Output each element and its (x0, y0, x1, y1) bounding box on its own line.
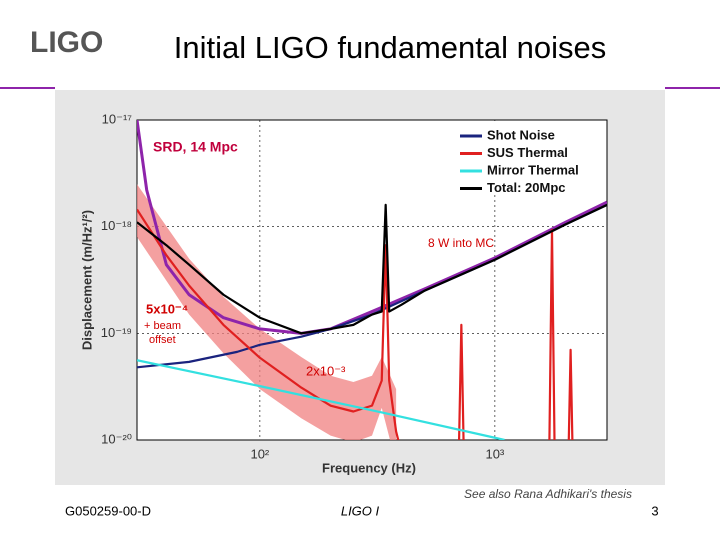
legend-label: Mirror Thermal (487, 162, 579, 177)
y-tick-label: 10⁻¹⁸ (101, 218, 132, 233)
legend-label: SUS Thermal (487, 145, 568, 160)
series-line (137, 208, 574, 440)
y-tick-label: 10⁻¹⁹ (101, 325, 132, 340)
annotation: 5x10⁻⁴ (146, 301, 188, 316)
x-tick-label: 10² (250, 446, 269, 461)
plot-content (137, 120, 607, 440)
annotation: + beam (144, 320, 181, 332)
note: See also Rana Adhikari's thesis (464, 487, 632, 501)
x-axis-label: Frequency (Hz) (322, 460, 416, 475)
legend-label: Shot Noise (487, 127, 555, 142)
doc-id: G050259-00-D (65, 503, 151, 518)
series-line (137, 359, 505, 440)
uncertainty-band (137, 184, 397, 440)
overlay: 10² 10³ 10⁻²⁰ 10⁻¹⁹ 10⁻¹⁸ 10⁻¹⁷ Shot Noise SUS … (101, 111, 606, 461)
annotation: 2x10⁻³ (306, 363, 346, 378)
legend (455, 121, 606, 195)
y-tick-label: 10⁻¹⁷ (102, 111, 133, 126)
y-axis-label: Displacement (m/Hz¹/²) (79, 210, 94, 350)
annotation: 8 W into MC (428, 236, 494, 250)
logo: LIGO (30, 26, 103, 59)
y-tick-label: 10⁻²⁰ (101, 431, 132, 446)
page-number: 3 (651, 503, 658, 518)
x-tick-label: 10³ (485, 446, 504, 461)
annotation: offset (149, 334, 176, 346)
footer-center: LIGO I (341, 503, 380, 518)
legend-label: Total: 20Mpc (487, 180, 566, 195)
series-line (137, 203, 607, 335)
annotation: SRD, 14 Mpc (153, 139, 238, 155)
slide-title: Initial LIGO fundamental noises (174, 30, 607, 65)
